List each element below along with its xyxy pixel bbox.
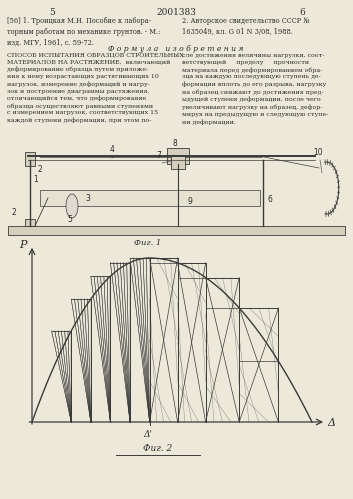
Text: Δ': Δ'	[143, 430, 152, 439]
Text: 5: 5	[49, 8, 55, 17]
Text: 1: 1	[33, 175, 38, 184]
Text: 3: 3	[85, 194, 90, 203]
Text: 2. Авторское свидетельство СССР №
1635049, кл. G 01 N 3/08, 1988.: 2. Авторское свидетельство СССР № 163504…	[182, 17, 310, 36]
Text: 8: 8	[173, 139, 177, 148]
Text: 2001383: 2001383	[156, 8, 196, 17]
Text: Ф о р м у л а   и з о б р е т е н и я: Ф о р м у л а и з о б р е т е н и я	[108, 45, 244, 53]
Text: 6: 6	[299, 8, 305, 17]
Bar	[8, 226, 345, 235]
Ellipse shape	[66, 194, 78, 218]
Text: сле достижения величины нагрузки, соот-
ветствующей     пределу     прочности
ма: сле достижения величины нагрузки, соот- …	[182, 53, 328, 125]
Text: 6: 6	[267, 195, 272, 204]
Text: 10: 10	[313, 148, 323, 157]
Bar	[171, 155, 185, 169]
Text: Δ: Δ	[328, 418, 336, 428]
Text: Фиг. 2: Фиг. 2	[143, 444, 173, 453]
Bar	[25, 219, 35, 226]
Bar	[25, 152, 35, 166]
Bar	[167, 148, 189, 164]
Text: Фиг. 1: Фиг. 1	[134, 239, 162, 247]
Text: 5: 5	[67, 215, 72, 224]
Text: 4: 4	[109, 145, 114, 154]
Text: 2: 2	[12, 208, 17, 217]
Text: P: P	[19, 240, 27, 250]
Bar	[40, 190, 260, 206]
Text: 7: 7	[156, 151, 161, 160]
Text: [56] 1. Троицкая М.Н. Пособие к лабора-
торным работам по механике грунтов. - М.: [56] 1. Троицкая М.Н. Пособие к лабора- …	[7, 17, 160, 46]
Text: СПОСОБ ИСПЫТАНИЯ ОБРАЗЦОВ СТРОИТЕЛЬНЫХ
МАТЕРИАЛОВ НА РАСТЯЖЕНИЕ,  включающий
деф: СПОСОБ ИСПЫТАНИЯ ОБРАЗЦОВ СТРОИТЕЛЬНЫХ М…	[7, 53, 184, 123]
Text: 9: 9	[188, 197, 193, 206]
Text: 2: 2	[37, 165, 42, 174]
